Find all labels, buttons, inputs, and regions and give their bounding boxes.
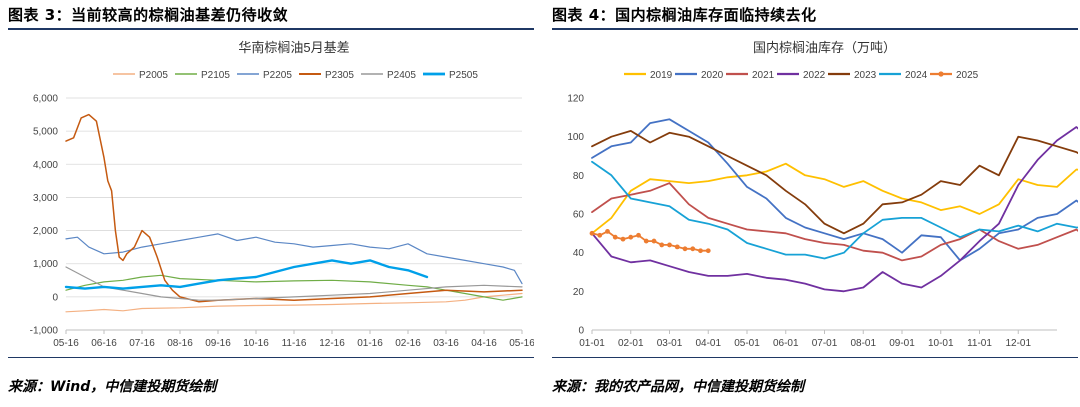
x-tick-label: 11-01 bbox=[967, 338, 992, 349]
x-tick-label: 05-16 bbox=[53, 338, 79, 349]
data-point-2025 bbox=[597, 232, 603, 238]
basis-line-chart: 华南棕榈油5月基差 P2005 P2105 P2205 P2305 P2405 P2505 6… bbox=[30, 40, 534, 349]
figure-4-panel: 图表 4：国内棕榈油库存面临持续去化 国内棕榈油库存（万吨） 2019 2020 20… bbox=[552, 0, 1078, 407]
legend-label-2022: 2022 bbox=[803, 70, 826, 81]
figure-4-source: 来源：我的农产品网，中信建投期货绘制 bbox=[552, 379, 804, 395]
y-tick-label: 1,000 bbox=[33, 259, 58, 270]
series-line-2025 bbox=[591, 230, 710, 252]
y-tick-label: 2,000 bbox=[33, 226, 58, 237]
figure-4-bottom-rule bbox=[552, 357, 1078, 358]
series-line-2024 bbox=[591, 160, 1078, 260]
series-line-p2005 bbox=[65, 292, 523, 313]
data-point-2025 bbox=[612, 234, 618, 240]
x-tick-label: 01-16 bbox=[357, 338, 383, 349]
figure-3-plot-area: 华南棕榈油5月基差 P2005 P2105 P2205 P2305 P2405 P2505 6… bbox=[8, 34, 534, 356]
data-point-2025 bbox=[651, 238, 657, 244]
data-point-2025 bbox=[705, 248, 711, 254]
series-line-2019 bbox=[591, 162, 1078, 235]
x-tick-label: 03-01 bbox=[657, 338, 683, 349]
series-line-2021 bbox=[591, 182, 1078, 262]
x-tick-label: 11-16 bbox=[282, 338, 307, 349]
legend-label-2021: 2021 bbox=[752, 70, 775, 81]
y-tick-label: 100 bbox=[567, 132, 584, 143]
x-tick-label: 05-16 bbox=[509, 338, 534, 349]
y-tick-label: 20 bbox=[573, 287, 585, 298]
data-point-2025 bbox=[589, 230, 595, 236]
data-point-2025 bbox=[605, 229, 610, 234]
x-tick-label: 02-01 bbox=[618, 338, 644, 349]
legend-label-2025: 2025 bbox=[956, 70, 979, 81]
series-line-p2505 bbox=[64, 259, 429, 290]
data-point-2025 bbox=[659, 242, 665, 248]
series-line-2020 bbox=[591, 118, 1078, 262]
figure-4-title: 图表 4：国内棕榈油库存面临持续去化 bbox=[552, 6, 817, 24]
series-line-p2305 bbox=[65, 113, 523, 303]
legend-label-p2205: P2205 bbox=[263, 70, 292, 81]
x-tick-label: 04-01 bbox=[695, 338, 721, 349]
legend-marker-2025 bbox=[938, 71, 944, 77]
data-point-2025 bbox=[674, 244, 680, 250]
series-line-p2205 bbox=[65, 233, 523, 285]
x-tick-label: 02-16 bbox=[395, 338, 421, 349]
legend-label-p2405: P2405 bbox=[387, 70, 416, 81]
y-tick-label: 40 bbox=[573, 248, 585, 259]
x-tick-label: 03-16 bbox=[433, 338, 459, 349]
inventory-line-chart: 国内棕榈油库存（万吨） 2019 2020 2021 2022 2023 2024 2025 1… bbox=[567, 40, 1078, 349]
x-tick-label: 12-01 bbox=[1005, 338, 1031, 349]
legend-label-p2105: P2105 bbox=[201, 70, 230, 81]
y-tick-label: 60 bbox=[573, 210, 585, 221]
figure-3-source: 来源：Wind，中信建投期货绘制 bbox=[8, 379, 217, 395]
x-tick-label: 07-01 bbox=[812, 338, 838, 349]
x-tick-label: 07-16 bbox=[129, 338, 155, 349]
y-tick-label: 5,000 bbox=[33, 127, 58, 138]
x-tick-label: 09-16 bbox=[205, 338, 231, 349]
x-tick-label: 05-01 bbox=[734, 338, 760, 349]
data-point-2025 bbox=[690, 246, 696, 252]
x-tick-label: 06-16 bbox=[91, 338, 117, 349]
x-tick-label: 12-16 bbox=[319, 338, 345, 349]
data-point-2025 bbox=[698, 248, 703, 254]
legend-label-2024: 2024 bbox=[905, 70, 928, 81]
figure-4-title-rule bbox=[552, 28, 1078, 30]
series-line-2023 bbox=[591, 130, 1078, 235]
chart-title: 华南棕榈油5月基差 bbox=[238, 40, 349, 55]
y-tick-label: 3,000 bbox=[33, 193, 58, 204]
series-line-p2105 bbox=[65, 274, 523, 301]
y-tick-label: -1,000 bbox=[30, 326, 59, 337]
legend-label-2019: 2019 bbox=[650, 70, 673, 81]
y-tick-label: 80 bbox=[573, 171, 585, 182]
series-line-p2405 bbox=[65, 266, 523, 301]
figure-3-title-rule bbox=[8, 28, 534, 30]
data-point-2025 bbox=[636, 232, 641, 238]
figure-3-bottom-rule bbox=[8, 357, 534, 358]
chart-title: 国内棕榈油库存（万吨） bbox=[753, 40, 896, 55]
x-tick-label: 10-01 bbox=[928, 338, 954, 349]
x-tick-label: 08-01 bbox=[850, 338, 876, 349]
figure-3-title: 图表 3：当前较高的棕榈油基差仍待收敛 bbox=[8, 6, 289, 24]
x-tick-label: 09-01 bbox=[889, 338, 915, 349]
figure-3-panel: 图表 3：当前较高的棕榈油基差仍待收敛 华南棕榈油5月基差 P2005 P2105 P… bbox=[8, 0, 534, 407]
data-point-2025 bbox=[628, 234, 634, 240]
y-tick-label: 0 bbox=[578, 326, 584, 337]
data-point-2025 bbox=[667, 242, 672, 248]
y-tick-label: 4,000 bbox=[33, 160, 58, 171]
y-tick-label: 6,000 bbox=[33, 94, 58, 105]
legend-label-2023: 2023 bbox=[854, 70, 877, 81]
data-point-2025 bbox=[682, 246, 688, 252]
legend-label-p2505: P2505 bbox=[449, 70, 478, 81]
x-tick-label: 08-16 bbox=[167, 338, 193, 349]
series-line-2022 bbox=[591, 126, 1078, 293]
legend-label-2020: 2020 bbox=[701, 70, 724, 81]
x-tick-label: 06-01 bbox=[773, 338, 799, 349]
x-tick-label: 01-01 bbox=[579, 338, 605, 349]
x-tick-label: 04-16 bbox=[471, 338, 497, 349]
data-point-2025 bbox=[643, 238, 649, 244]
y-tick-label: 0 bbox=[52, 292, 58, 303]
legend-label-p2305: P2305 bbox=[325, 70, 354, 81]
y-tick-label: 120 bbox=[567, 94, 584, 105]
legend-label-p2005: P2005 bbox=[139, 70, 168, 81]
figure-4-plot-area: 国内棕榈油库存（万吨） 2019 2020 2021 2022 2023 2024 2025 1… bbox=[552, 34, 1078, 356]
x-tick-label: 10-16 bbox=[243, 338, 269, 349]
data-point-2025 bbox=[620, 236, 626, 242]
